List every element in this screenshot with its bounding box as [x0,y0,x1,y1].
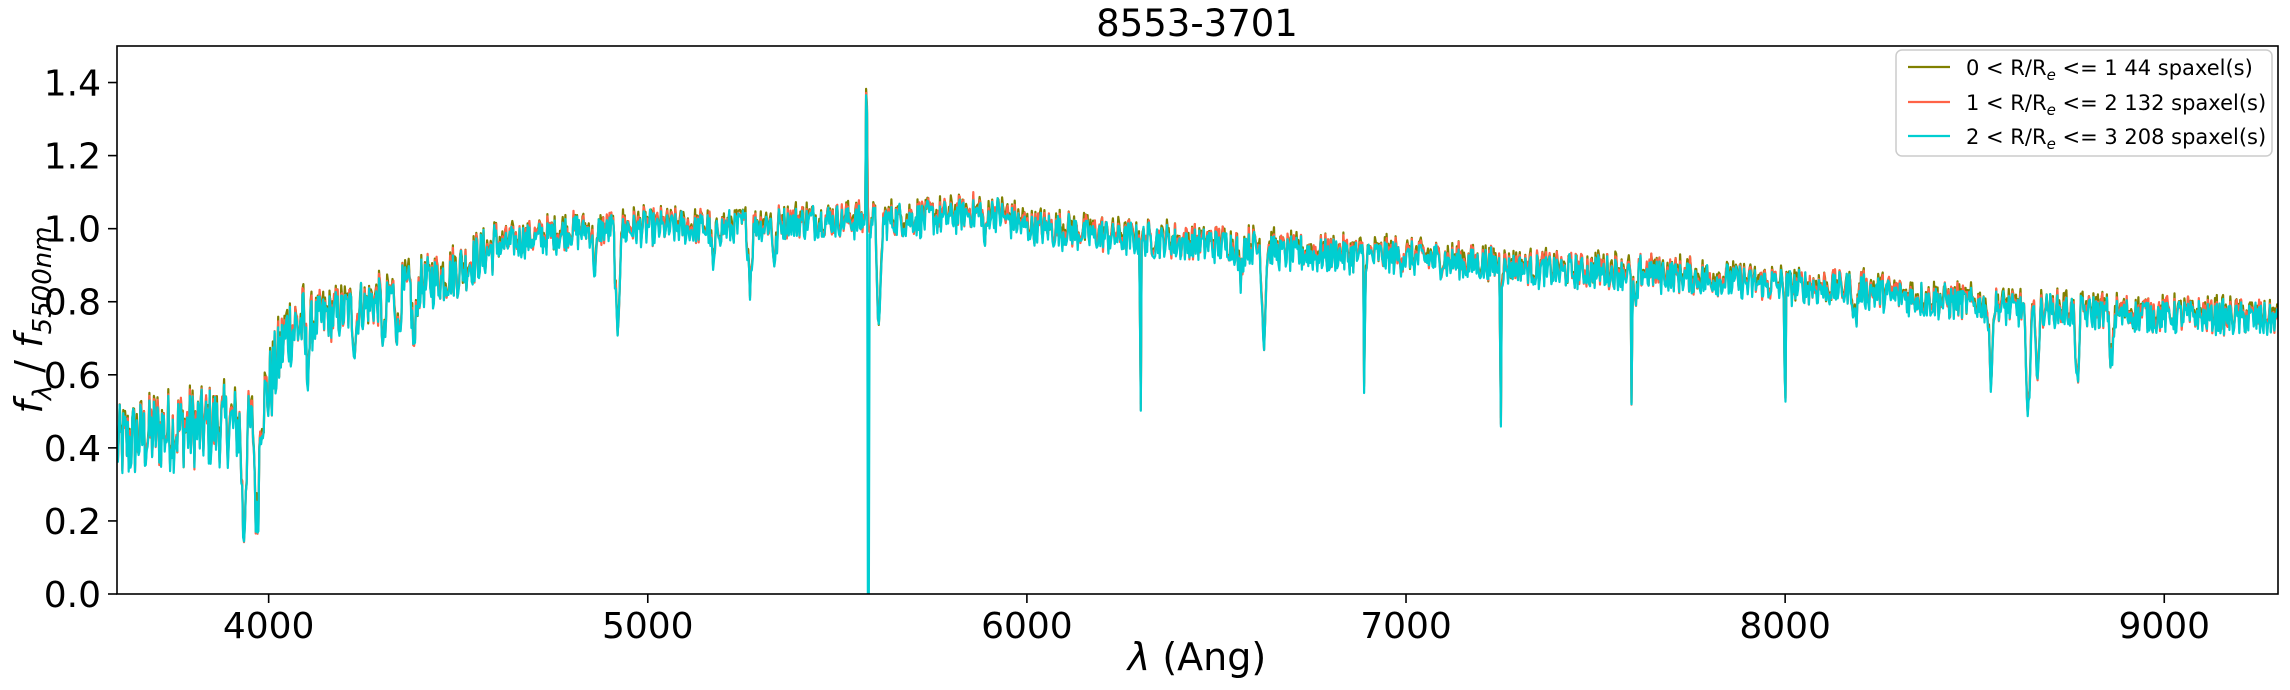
y-tick-label: 0.6 [44,356,101,397]
x-tick-label: 9000 [2118,606,2210,647]
x-tick-label: 5000 [602,606,694,647]
y-axis-title: fλ / f5500nm [7,226,58,413]
legend: 0 < R/Re <= 1 44 spaxel(s) 1 < R/Re <= 2… [1895,49,2273,157]
y-tick-label: 1.4 [44,64,101,105]
y-tick-label: 0.8 [44,283,101,324]
legend-label-2: 2 < R/Re <= 3 208 spaxel(s) [1966,125,2266,153]
legend-box [1895,49,2273,157]
plot-frame [116,45,2279,595]
series-layer [117,87,2278,594]
x-tick-label: 6000 [981,606,1073,647]
y-axis: 0.0 0.2 0.4 0.6 0.8 1.0 1.2 1.4 [44,64,117,616]
y-tick-label: 0.2 [44,502,101,543]
x-axis: 4000 5000 6000 7000 8000 9000 [223,594,2210,647]
y-tick-label: 0.0 [44,575,101,616]
y-tick-label: 0.4 [44,429,101,470]
y-tick-label: 1.2 [44,137,101,178]
x-axis-title: λ (Ang) [1126,635,1266,679]
legend-label-0: 0 < R/Re <= 1 44 spaxel(s) [1966,56,2253,84]
x-tick-label: 7000 [1360,606,1452,647]
x-tick-label: 4000 [223,606,315,647]
y-tick-label: 1.0 [44,210,101,251]
legend-label-1: 1 < R/Re <= 2 132 spaxel(s) [1966,91,2266,119]
x-tick-label: 8000 [1739,606,1831,647]
series-line-2 [117,94,2278,594]
chart-title: 8553-3701 [1096,2,1298,45]
